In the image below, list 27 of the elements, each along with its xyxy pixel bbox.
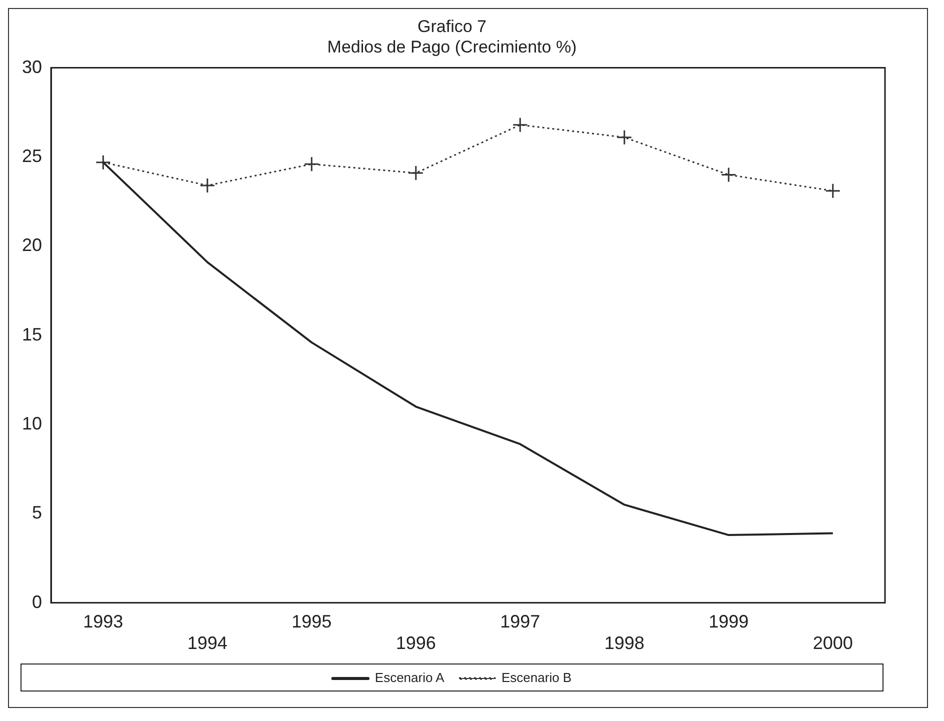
y-tick-label: 30 [22, 56, 42, 77]
point [304, 156, 320, 172]
chart-subtitle: Medios de Pago (Crecimiento %) [327, 37, 577, 56]
point [616, 130, 632, 146]
x-tick-label: 1993 [83, 612, 124, 632]
y-tick-label: 15 [22, 324, 42, 344]
x-tick-label: 1994 [187, 633, 228, 654]
point [512, 117, 528, 133]
y-tick-label: 0 [32, 592, 42, 612]
x-tick-label: 1996 [396, 633, 436, 654]
point [408, 165, 424, 181]
point [95, 154, 111, 170]
x-tick-label: 1998 [604, 633, 644, 654]
y-tick-label: 20 [22, 235, 42, 256]
legend-label: Escenario A [374, 670, 445, 686]
point [825, 183, 841, 199]
point [200, 178, 216, 194]
x-tick-label: 1999 [708, 612, 749, 632]
x-tick-label: 1997 [500, 612, 540, 632]
x-tick-label: 1995 [292, 612, 332, 632]
point [720, 167, 736, 183]
y-tick-label: 25 [22, 146, 42, 166]
legend-label: Escenario B [502, 670, 572, 686]
y-tick-label: 5 [32, 502, 42, 523]
x-tick-label: 2000 [812, 633, 853, 654]
chart-title: Grafico 7 [418, 16, 486, 36]
y-tick-label: 10 [22, 413, 42, 434]
